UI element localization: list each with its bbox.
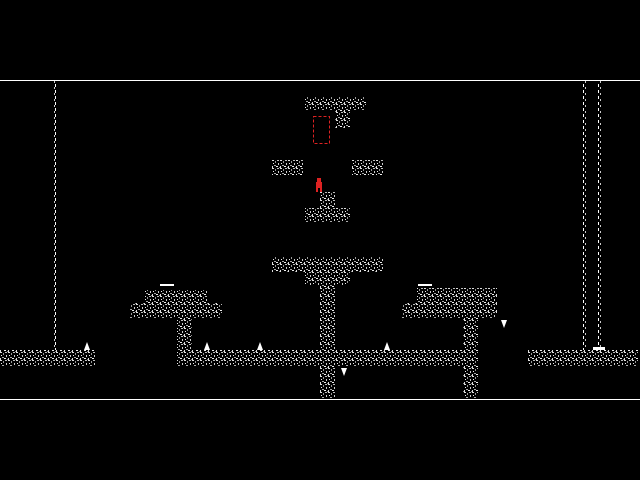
exit-door: [313, 116, 330, 144]
player-body: [316, 182, 322, 188]
block: [335, 110, 350, 128]
block: [352, 160, 383, 175]
floor: [177, 350, 478, 366]
block: [305, 208, 350, 222]
spike: [204, 342, 210, 350]
rope: [598, 81, 601, 351]
block: [320, 192, 335, 208]
spike: [384, 342, 390, 350]
spikes: [84, 284, 605, 376]
rope: [583, 81, 586, 351]
block: [272, 257, 383, 272]
item: [418, 284, 432, 286]
player: [316, 178, 322, 192]
block: [305, 97, 366, 110]
block: [145, 290, 207, 303]
item: [160, 284, 174, 286]
spike: [257, 342, 263, 350]
block: [130, 303, 222, 318]
stone-blocks: [0, 97, 638, 398]
block: [417, 288, 497, 303]
block: [402, 303, 497, 318]
floor: [0, 350, 95, 366]
spike: [501, 320, 507, 328]
spike: [84, 342, 90, 350]
player-head: [317, 178, 321, 182]
pillar: [320, 285, 335, 398]
player-leg: [316, 188, 318, 192]
spike: [341, 368, 347, 376]
rope: [54, 81, 57, 351]
block: [305, 272, 350, 285]
pillar: [177, 318, 192, 350]
player-leg: [320, 188, 322, 192]
item: [593, 347, 605, 350]
floor: [528, 350, 638, 366]
block: [272, 160, 303, 175]
ropes: [54, 81, 601, 351]
